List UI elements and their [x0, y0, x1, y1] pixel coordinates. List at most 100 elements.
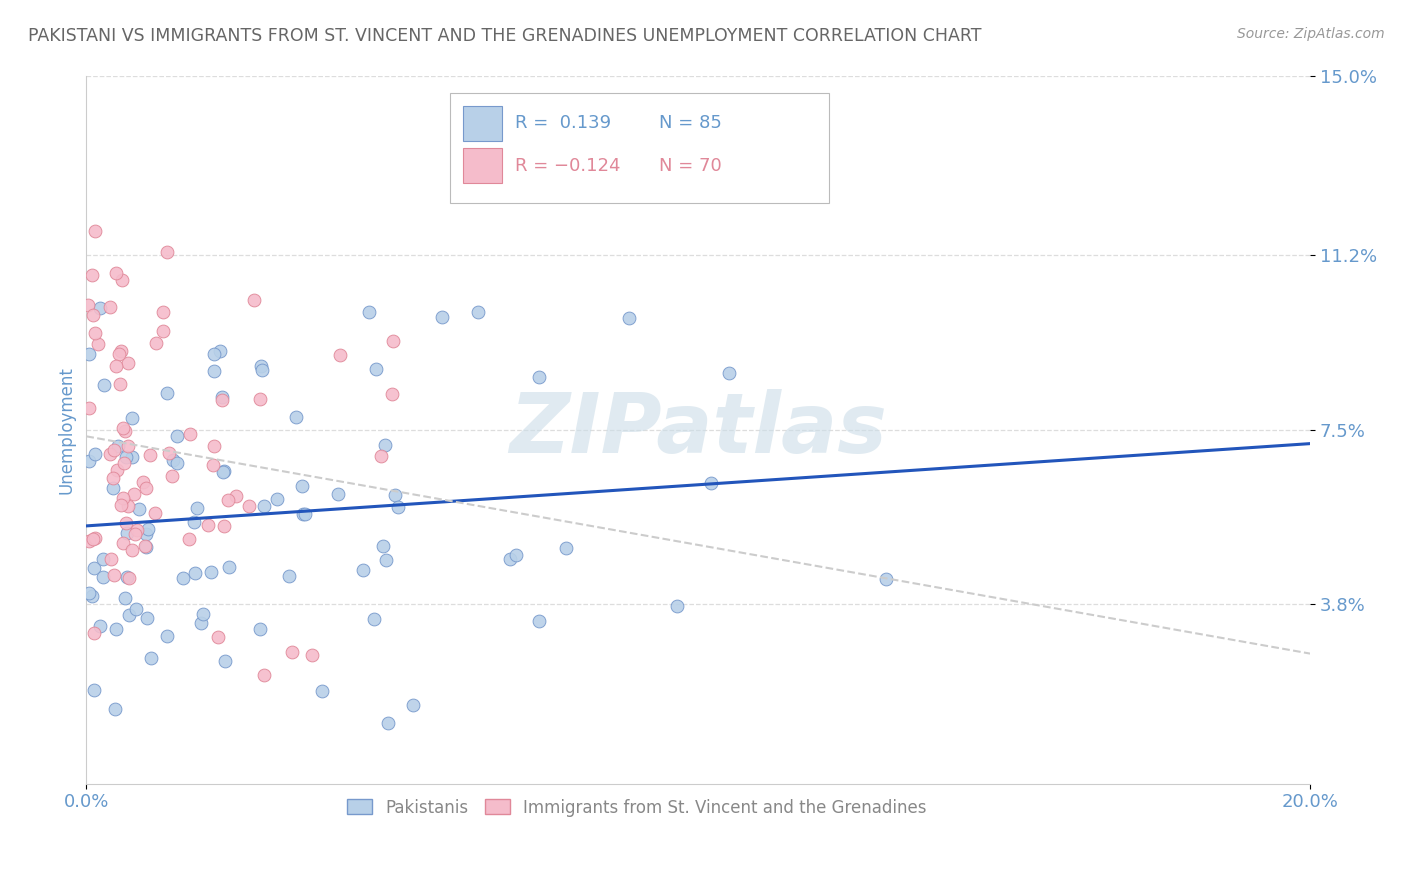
- Point: [162, 453, 184, 467]
- Point: [143, 506, 166, 520]
- Point: [281, 645, 304, 659]
- Point: [527, 614, 550, 628]
- Point: [467, 305, 489, 319]
- Point: [110, 498, 132, 512]
- Point: [93, 570, 115, 584]
- Point: [717, 366, 740, 380]
- Point: [381, 387, 404, 401]
- Point: [209, 343, 232, 358]
- Y-axis label: Unemployment: Unemployment: [58, 366, 75, 493]
- Point: [329, 348, 352, 362]
- Point: [218, 559, 240, 574]
- Point: [162, 469, 184, 483]
- Text: N = 70: N = 70: [659, 157, 721, 175]
- Point: [375, 552, 398, 566]
- Point: [278, 569, 301, 583]
- Point: [183, 516, 205, 530]
- Point: [134, 539, 156, 553]
- Point: [83, 626, 105, 640]
- Point: [202, 346, 225, 360]
- Point: [89, 619, 111, 633]
- Point: [138, 522, 160, 536]
- Point: [84, 531, 107, 545]
- FancyBboxPatch shape: [463, 148, 502, 183]
- Point: [139, 651, 162, 665]
- Point: [292, 508, 315, 522]
- Point: [117, 499, 139, 513]
- Point: [117, 439, 139, 453]
- Point: [374, 438, 396, 452]
- Point: [211, 392, 233, 407]
- Point: [250, 359, 273, 374]
- Point: [98, 447, 121, 461]
- Point: [112, 420, 135, 434]
- Point: [122, 487, 145, 501]
- Point: [115, 516, 138, 531]
- Point: [145, 335, 167, 350]
- Point: [387, 500, 409, 514]
- Point: [104, 266, 127, 280]
- Legend: Pakistanis, Immigrants from St. Vincent and the Grenadines: Pakistanis, Immigrants from St. Vincent …: [339, 790, 935, 825]
- Point: [114, 591, 136, 606]
- Text: PAKISTANI VS IMMIGRANTS FROM ST. VINCENT AND THE GRENADINES UNEMPLOYMENT CORRELA: PAKISTANI VS IMMIGRANTS FROM ST. VINCENT…: [28, 27, 981, 45]
- Point: [366, 361, 388, 376]
- Point: [86, 337, 108, 351]
- Point: [121, 542, 143, 557]
- Point: [114, 424, 136, 438]
- Point: [135, 611, 157, 625]
- Point: [114, 450, 136, 464]
- Point: [186, 500, 208, 515]
- Point: [77, 533, 100, 548]
- Point: [266, 492, 288, 507]
- Point: [217, 493, 239, 508]
- Point: [101, 470, 124, 484]
- Point: [111, 273, 134, 287]
- Point: [243, 293, 266, 307]
- Point: [666, 599, 689, 613]
- Point: [166, 456, 188, 470]
- Point: [132, 475, 155, 490]
- Point: [294, 508, 316, 522]
- Point: [214, 654, 236, 668]
- Point: [370, 449, 392, 463]
- Point: [250, 363, 273, 377]
- Point: [249, 392, 271, 406]
- Text: R =  0.139: R = 0.139: [515, 114, 610, 132]
- Point: [197, 517, 219, 532]
- Point: [79, 454, 101, 468]
- Point: [111, 536, 134, 550]
- Point: [212, 464, 235, 478]
- FancyBboxPatch shape: [450, 94, 830, 203]
- Point: [104, 359, 127, 373]
- Point: [111, 491, 134, 505]
- Point: [498, 552, 520, 566]
- Point: [110, 344, 132, 359]
- Point: [108, 346, 131, 360]
- Point: [134, 540, 156, 554]
- Point: [112, 456, 135, 470]
- Point: [83, 224, 105, 238]
- Point: [135, 481, 157, 495]
- Point: [82, 308, 104, 322]
- Point: [98, 300, 121, 314]
- Point: [555, 541, 578, 555]
- Point: [384, 488, 406, 502]
- Point: [152, 324, 174, 338]
- Point: [79, 586, 101, 600]
- Point: [212, 465, 235, 479]
- Point: [101, 482, 124, 496]
- Point: [700, 476, 723, 491]
- Point: [225, 489, 247, 503]
- Point: [432, 310, 454, 324]
- Point: [115, 570, 138, 584]
- Point: [118, 608, 141, 623]
- Point: [83, 683, 105, 698]
- Text: Source: ZipAtlas.com: Source: ZipAtlas.com: [1237, 27, 1385, 41]
- Point: [191, 607, 214, 621]
- Point: [105, 622, 128, 636]
- Point: [311, 683, 333, 698]
- Point: [359, 305, 381, 319]
- Point: [80, 589, 103, 603]
- Point: [77, 401, 100, 415]
- Point: [529, 369, 551, 384]
